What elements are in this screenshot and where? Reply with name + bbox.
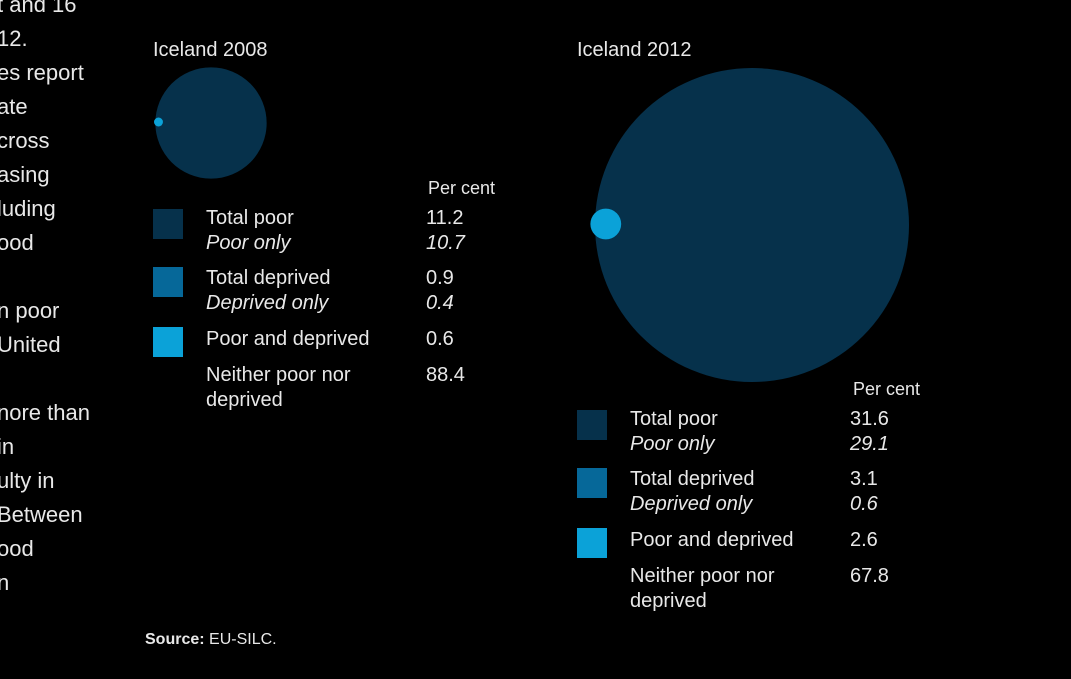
legend-value: 11.2: [426, 207, 464, 229]
legend-value: 31.6: [850, 408, 889, 430]
legend-label: Total deprived: [206, 267, 331, 289]
legend-swatch: [577, 528, 607, 558]
legend-value: 3.1: [850, 468, 878, 490]
legend-sub-label: Deprived only: [206, 292, 329, 314]
deprived-circle: [154, 117, 163, 127]
body-text-line: t and 16: [0, 0, 77, 17]
legend-value: 2.6: [850, 529, 878, 551]
poor-circle: [155, 67, 267, 179]
legend-value: 67.8: [850, 565, 889, 587]
deprived-circle: [590, 208, 622, 240]
body-text-line: ood: [0, 230, 34, 255]
legend-value: 0.9: [426, 267, 454, 289]
source-label: Source:: [145, 631, 205, 648]
source-text: EU-SILC.: [209, 631, 277, 648]
body-text-line: ate: [0, 94, 28, 119]
body-text-line: ood: [0, 536, 34, 561]
unit-label: Per cent: [853, 379, 921, 399]
body-text-line: in: [0, 434, 15, 459]
legend-label: Total deprived: [630, 468, 755, 490]
body-text-line: n poor: [0, 298, 60, 323]
legend-swatch: [153, 267, 183, 297]
body-text-line: n: [0, 570, 10, 595]
body-text-line: luding: [0, 196, 56, 221]
legend-sub-value: 29.1: [850, 433, 889, 455]
chart-title: Iceland 2012: [577, 39, 692, 61]
body-text-line: asing: [0, 162, 50, 187]
legend-sub-value: 0.4: [426, 292, 454, 314]
body-text-line: Between: [0, 502, 83, 527]
legend-label: Poor and deprived: [630, 529, 794, 551]
legend-swatch: [153, 327, 183, 357]
chart-title: Iceland 2008: [153, 39, 268, 61]
poor-circle: [595, 68, 909, 382]
legend-label: Neither poor nor deprived: [630, 565, 775, 612]
legend-sub-value: 10.7: [426, 232, 465, 254]
unit-label: Per cent: [428, 178, 496, 198]
legend-sub-label: Poor only: [206, 232, 291, 254]
legend-value: 88.4: [426, 364, 465, 386]
legend-sub-label: Poor only: [630, 433, 715, 455]
legend-label: Neither poor nor deprived: [206, 364, 351, 411]
legend-sub-label: Deprived only: [630, 493, 753, 515]
source: Source: EU-SILC.: [145, 630, 277, 650]
body-text-line: cross: [0, 128, 50, 153]
body-text-line: es report: [0, 60, 84, 85]
body-text-line: 12.: [0, 26, 28, 51]
legend-value: 0.6: [426, 328, 454, 350]
body-text-line: ulty in: [0, 468, 55, 493]
legend-swatch: [577, 468, 607, 498]
legend-sub-value: 0.6: [850, 493, 878, 515]
legend-swatch: [577, 410, 607, 440]
body-text-line: United: [0, 332, 61, 357]
legend-swatch: [153, 209, 183, 239]
legend-label: Poor and deprived: [206, 328, 370, 350]
legend-label: Total poor: [206, 207, 294, 229]
legend-label: Total poor: [630, 408, 718, 430]
body-text-line: nore than: [0, 400, 90, 425]
